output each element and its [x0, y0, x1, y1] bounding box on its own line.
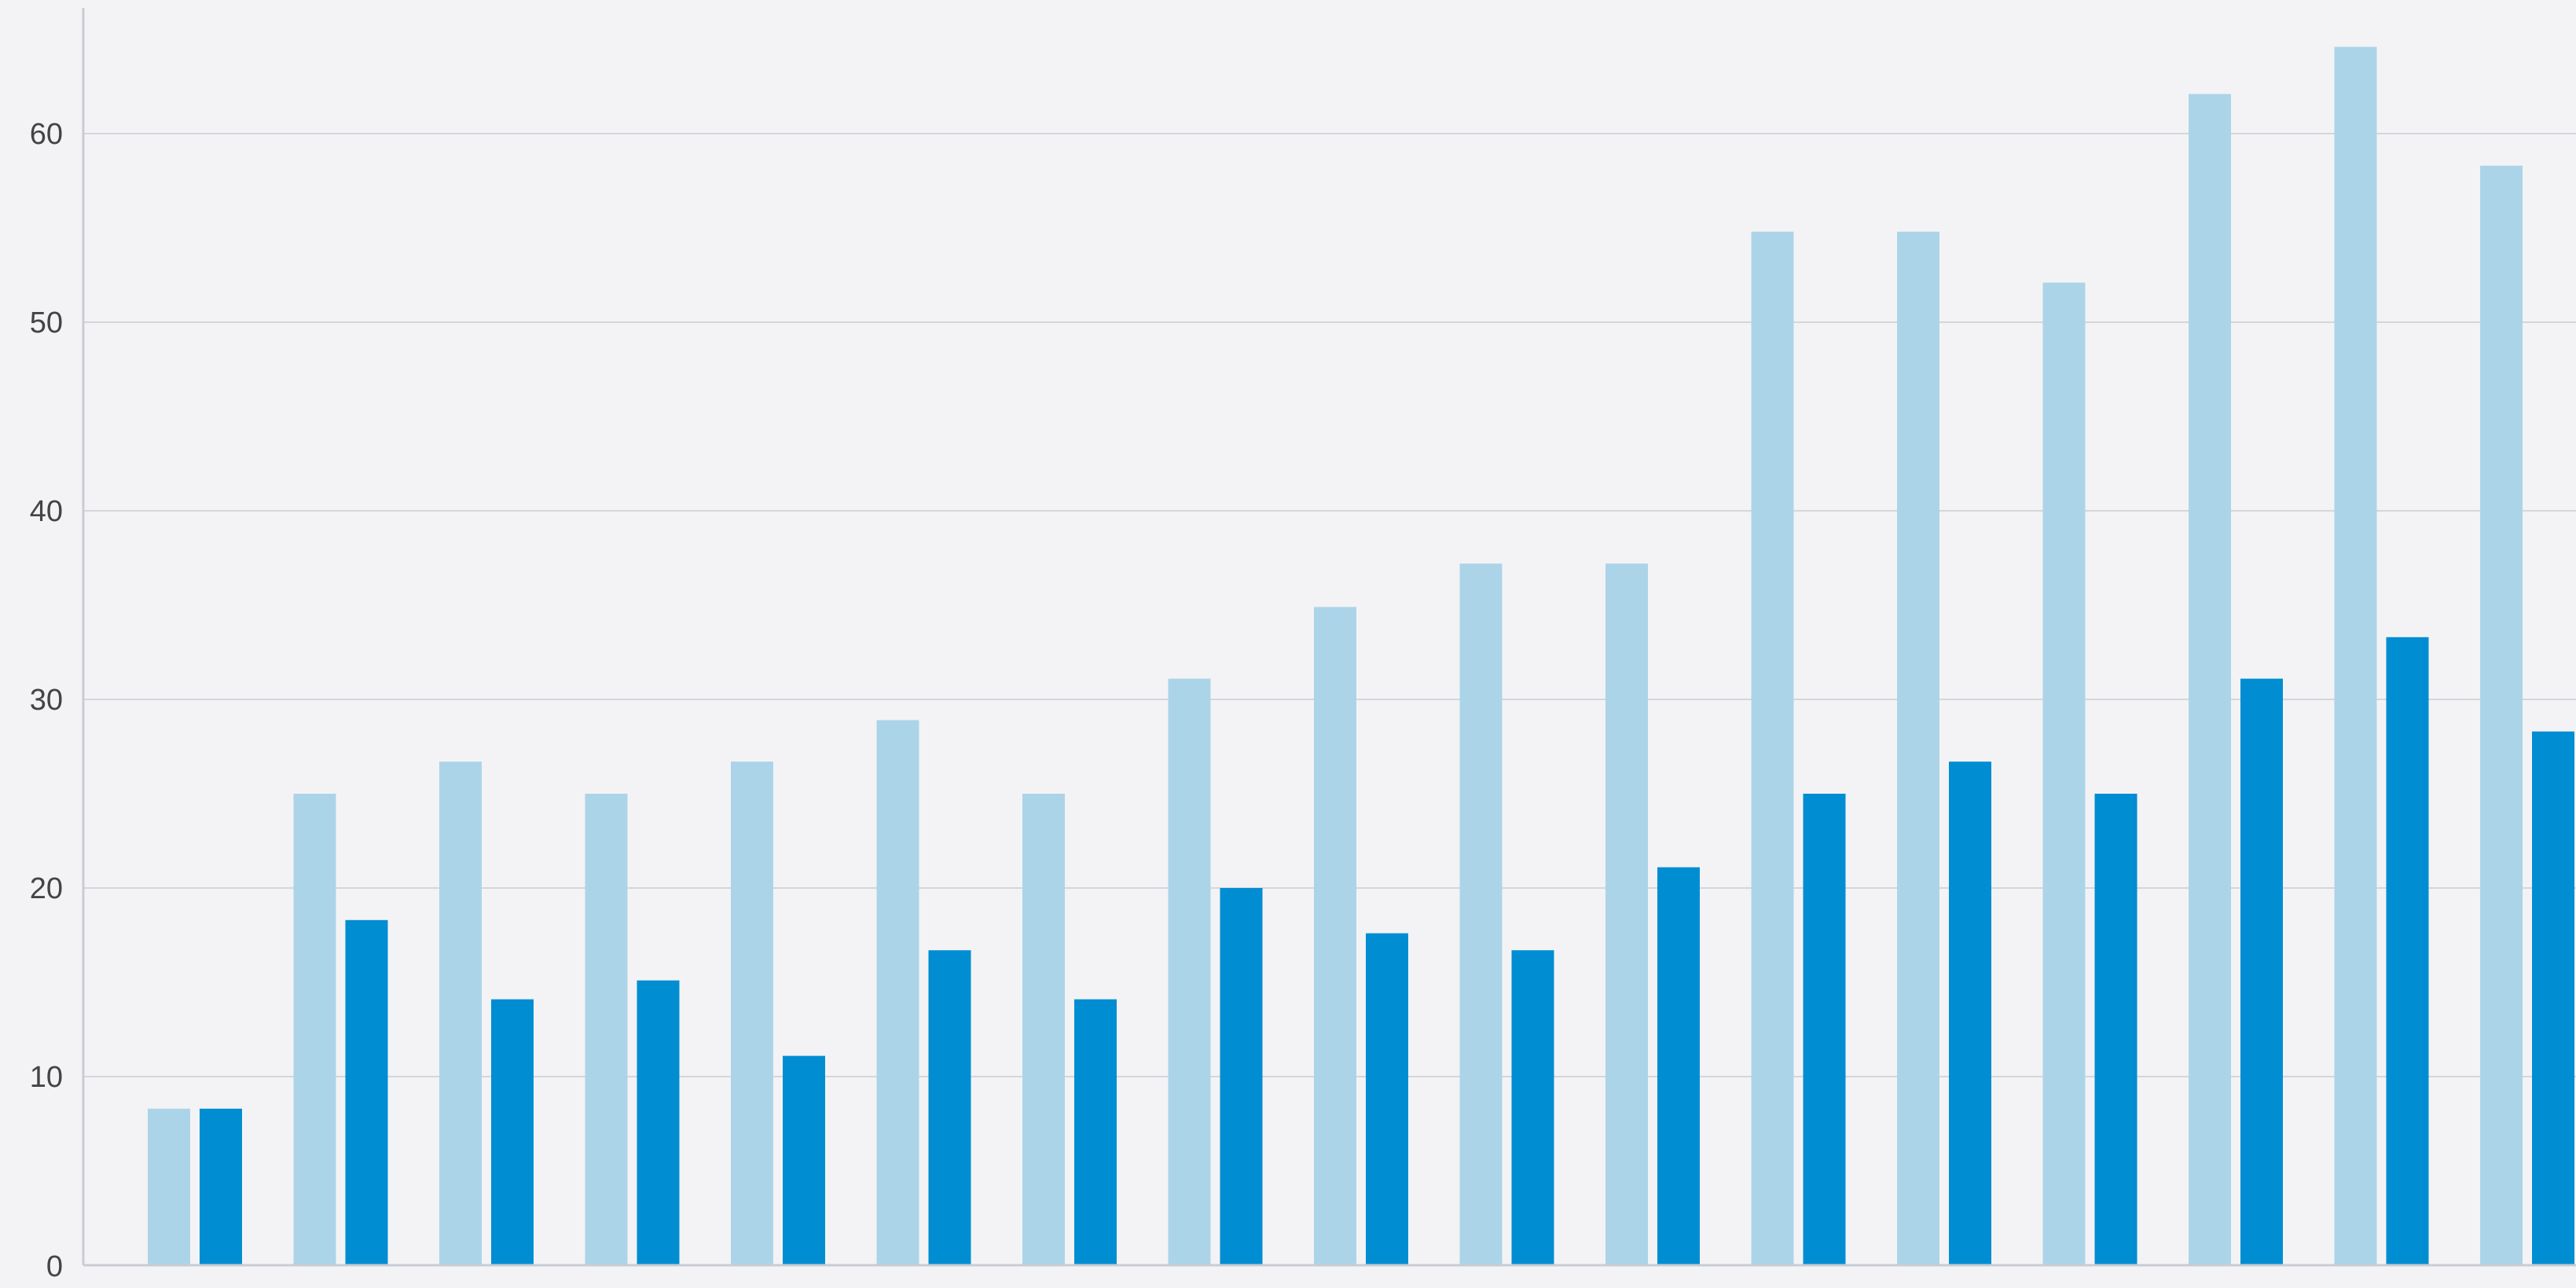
bar-series-1-group-6 [876, 720, 919, 1265]
bar-series-1-group-12 [1751, 231, 1794, 1265]
bar-series-2-group-9 [1366, 933, 1408, 1265]
bar-series-2-group-8 [1220, 888, 1263, 1265]
bar-series-1-group-9 [1314, 607, 1356, 1265]
y-tick-label: 10 [30, 1061, 63, 1094]
y-tick-label: 60 [30, 118, 63, 151]
bar-series-1-group-2 [293, 794, 336, 1265]
bar-series-1-group-15 [2189, 94, 2231, 1266]
bar-series-1-group-16 [2334, 46, 2377, 1266]
bar-series-1-group-3 [439, 761, 482, 1265]
bar-series-1-group-5 [731, 761, 773, 1265]
bar-series-2-group-7 [1074, 999, 1117, 1265]
bar-series-1-group-14 [2042, 282, 2086, 1266]
bar-series-2-group-12 [1803, 794, 1846, 1265]
bar-series-2-group-3 [491, 999, 534, 1265]
bar-series-1-group-11 [1605, 563, 1648, 1265]
bar-series-2-group-14 [2094, 794, 2137, 1265]
y-tick-labels: 0 10 20 30 40 50 60 [30, 118, 63, 1283]
bar-series-1-group-10 [1459, 563, 1503, 1265]
y-tick-label: 20 [30, 872, 63, 905]
bar-series-2-group-13 [1949, 761, 1991, 1265]
bar-series-1-group-1 [148, 1108, 190, 1265]
bar-series-2-group-6 [928, 950, 971, 1265]
bar-series-2-group-10 [1511, 950, 1554, 1265]
bar-series-2-group-15 [2240, 678, 2283, 1265]
bar-series-1-group-17 [2480, 165, 2523, 1265]
y-tick-label: 50 [30, 306, 63, 339]
bar-series-1-group-13 [1897, 231, 1939, 1265]
bar-series-2-group-4 [637, 980, 680, 1265]
bar-series-2-group-17 [2532, 731, 2574, 1265]
y-tick-label: 30 [30, 684, 63, 717]
bar-series-2-group-11 [1657, 867, 1700, 1265]
bar-series-1-group-4 [585, 794, 628, 1265]
bars-layer [148, 46, 2574, 1266]
bar-series-1-group-7 [1022, 794, 1065, 1265]
bar-series-2-group-1 [200, 1108, 242, 1265]
y-tick-label: 40 [30, 495, 63, 528]
axis-layer [82, 8, 2576, 1267]
bar-series-2-group-2 [345, 919, 388, 1265]
bar-series-2-group-5 [783, 1055, 825, 1265]
bar-series-2-group-16 [2386, 637, 2429, 1265]
y-tick-label: 0 [46, 1250, 63, 1283]
bar-series-1-group-8 [1168, 678, 1211, 1265]
